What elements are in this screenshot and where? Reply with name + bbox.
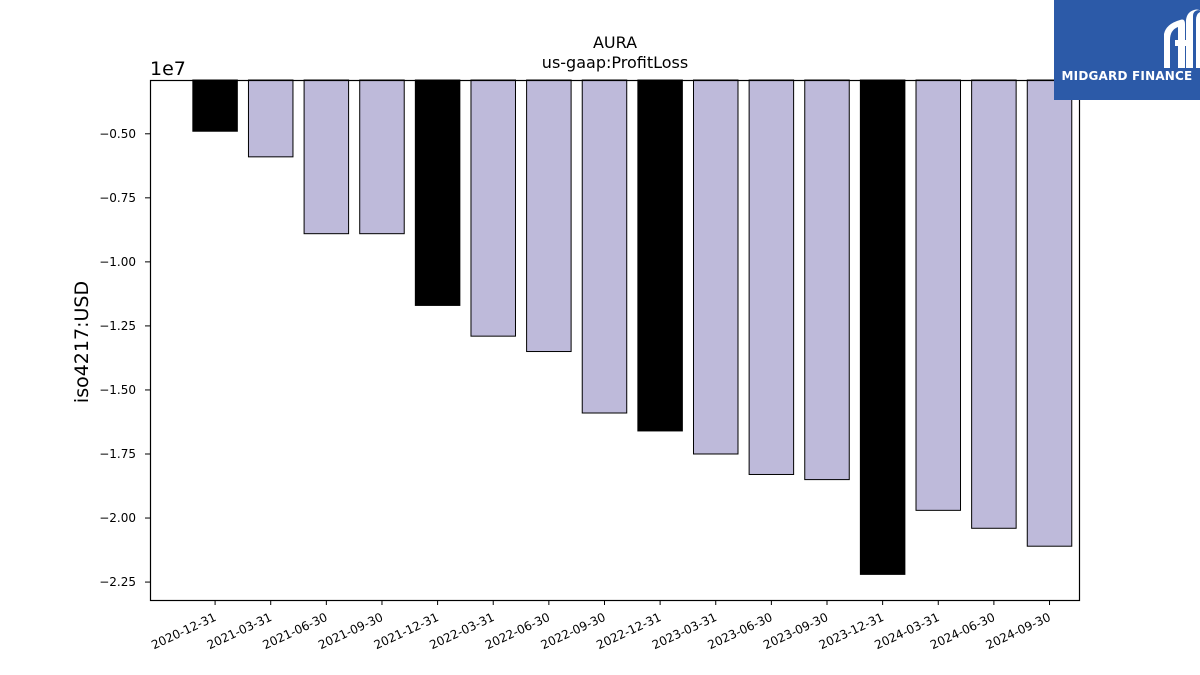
- y-offset-label: 1e7: [150, 58, 186, 80]
- bar-2024-03-31: [915, 79, 962, 511]
- bar-2022-12-31: [637, 79, 683, 432]
- logo-text: MIDGARD FINANCE: [1061, 69, 1193, 83]
- bar-2022-03-31: [470, 79, 516, 337]
- bar-2024-06-30: [971, 79, 1017, 529]
- bar-2023-03-31: [692, 79, 739, 455]
- chart-title: AURA: [593, 33, 637, 52]
- bar-2020-12-31: [192, 79, 238, 132]
- bar-2021-12-31: [414, 79, 461, 306]
- bar-2021-09-30: [359, 79, 405, 235]
- bar-2021-03-31: [247, 79, 294, 158]
- bar-2022-06-30: [526, 79, 572, 353]
- logo-mark-icon: [1164, 9, 1200, 68]
- y-tick-label: −1.50: [99, 383, 136, 397]
- bar-2023-06-30: [748, 79, 795, 475]
- bar-2021-06-30: [303, 79, 350, 235]
- midgard-finance-logo: MIDGARD FINANCE: [1054, 0, 1200, 100]
- bar-2024-09-30: [1026, 79, 1073, 547]
- y-tick-label: −1.75: [99, 447, 136, 461]
- y-tick-label: −2.00: [99, 511, 136, 525]
- bar-2023-12-31: [859, 79, 906, 575]
- y-tick-label: −1.25: [99, 319, 136, 333]
- plot-frame: [149, 79, 1081, 602]
- bar-2023-09-30: [804, 79, 850, 481]
- y-axis-label: iso4217:USD: [71, 281, 93, 403]
- y-tick-label: −0.50: [99, 127, 136, 141]
- y-tick-label: −2.25: [99, 575, 136, 589]
- chart-subtitle: us-gaap:ProfitLoss: [542, 53, 688, 72]
- bar-2022-09-30: [581, 79, 628, 414]
- y-tick-label: −0.75: [99, 191, 136, 205]
- y-tick-label: −1.00: [99, 255, 136, 269]
